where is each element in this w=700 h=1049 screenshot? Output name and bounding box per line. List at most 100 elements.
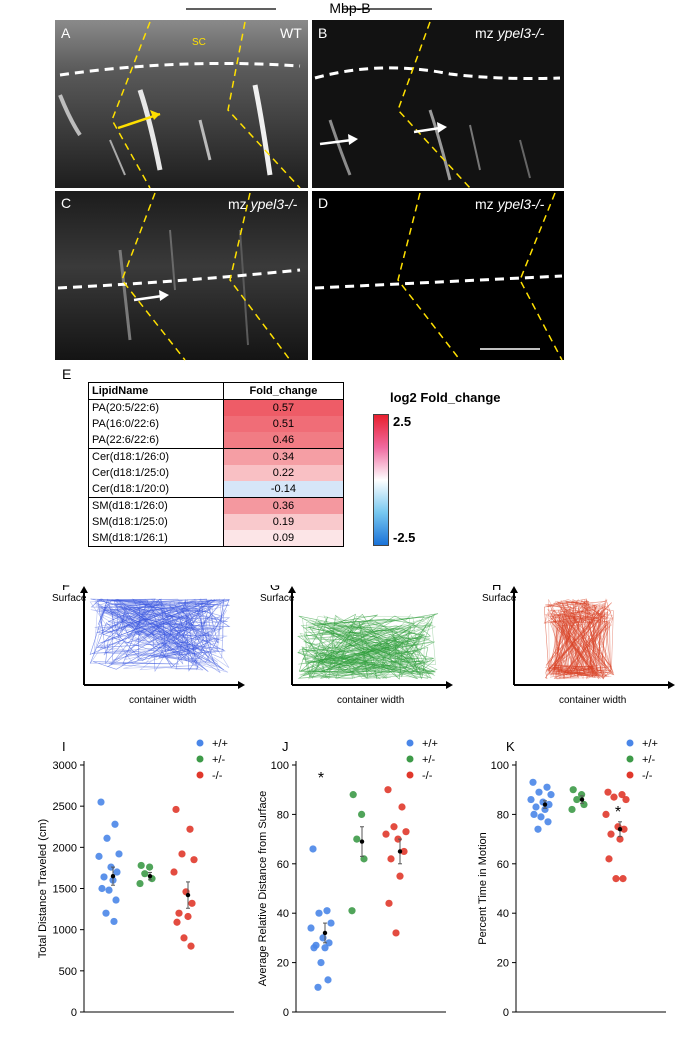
swim-trace-path <box>543 600 613 676</box>
y-tick-label: 1000 <box>53 925 77 937</box>
data-point <box>348 907 356 915</box>
lipid-name-cell: SM(d18:1/26:0) <box>88 497 224 514</box>
data-point <box>544 818 552 826</box>
data-point <box>136 879 144 888</box>
y-tick-label: 20 <box>277 958 289 970</box>
panel-letter-k: K <box>506 739 515 754</box>
lipid-name-cell: SM(d18:1/25:0) <box>88 514 224 530</box>
fold-change-cell: 0.22 <box>222 465 345 481</box>
panel-letter-f: F <box>62 585 70 593</box>
data-point <box>309 845 317 853</box>
y-tick-label: 500 <box>59 966 77 978</box>
sc-annotation: SC <box>192 37 206 48</box>
fold-change-cell: -0.14 <box>222 481 345 498</box>
panel-title-b: mz ypel3-/- <box>475 25 545 41</box>
mean-marker <box>579 797 585 802</box>
lipid-name-cell: Cer(d18:1/20:0) <box>88 481 224 498</box>
data-point <box>535 788 543 796</box>
mean-marker <box>542 802 548 807</box>
data-point <box>315 909 323 917</box>
data-point <box>392 929 400 937</box>
data-point <box>178 850 186 858</box>
panel-letter-c: C <box>61 195 72 211</box>
y-tick-label: 2500 <box>53 801 77 813</box>
panel-c-image <box>55 191 308 361</box>
legend-swatch <box>626 771 634 779</box>
swim-trace-path <box>91 598 228 674</box>
heatmap-row: SM(d18:1/26:0) 0.36 <box>88 497 345 514</box>
heatmap-row: PA(22:6/22:6) 0.46 <box>88 432 345 449</box>
data-point <box>545 800 553 809</box>
lipid-heatmap-table: LipidName Fold_change PA(20:5/22:6) 0.57 P… <box>88 382 345 547</box>
panel-letter-e: E <box>62 366 72 382</box>
data-point <box>402 828 410 836</box>
data-point <box>569 786 577 794</box>
heatmap-row: Cer(d18:1/20:0) -0.14 <box>88 481 345 498</box>
heatmap-row: PA(16:0/22:6) 0.51 <box>88 416 345 432</box>
data-point <box>325 939 333 947</box>
data-point <box>141 870 149 878</box>
fold-change-cell: 0.46 <box>222 432 345 449</box>
data-point <box>97 798 105 806</box>
trace-y-axis-arrow <box>80 586 88 593</box>
data-point <box>180 934 188 942</box>
data-point <box>105 886 113 894</box>
mean-marker <box>617 827 623 832</box>
panel-a-image <box>55 20 308 189</box>
data-point <box>400 847 408 856</box>
data-point <box>310 944 318 952</box>
data-point <box>398 803 406 811</box>
trace-y-axis-arrow <box>510 586 518 593</box>
fold-change-cell: 0.57 <box>222 399 345 416</box>
lipid-name-cell: PA(16:0/22:6) <box>88 416 224 432</box>
data-point <box>602 810 610 818</box>
data-point <box>172 805 180 814</box>
legend-swatch <box>196 755 204 763</box>
data-point <box>619 875 627 883</box>
fold-change-cell: 0.51 <box>222 416 345 432</box>
panel-letter-d: D <box>318 195 329 211</box>
swim-trace-path <box>97 598 231 658</box>
data-point <box>323 907 331 915</box>
y-tick-label: 40 <box>277 908 289 920</box>
legend-swatch <box>196 739 204 747</box>
data-point <box>324 976 332 984</box>
heatmap-row: Cer(d18:1/26:0) 0.34 <box>88 448 345 465</box>
heatmap-header-row: LipidName Fold_change <box>88 382 345 400</box>
data-point <box>530 810 538 818</box>
trace-x-axis-arrow <box>446 681 453 689</box>
y-tick-label: 20 <box>497 958 509 970</box>
panel-d-image <box>312 191 564 361</box>
legend-label: +/- <box>422 754 435 766</box>
data-point <box>100 873 108 881</box>
data-point <box>327 919 335 927</box>
panel-letter-a: A <box>61 25 71 41</box>
legend-label: +/+ <box>212 738 228 750</box>
data-point <box>95 852 103 860</box>
y-tick-label: 3000 <box>53 760 77 772</box>
legend-swatch <box>406 755 414 763</box>
data-point <box>188 899 196 907</box>
data-point <box>349 791 357 799</box>
data-point <box>616 835 624 843</box>
legend-label: +/+ <box>422 738 438 750</box>
trace-y-axis-label: Surface <box>482 593 517 604</box>
legend-swatch <box>196 771 204 779</box>
data-point <box>314 983 322 991</box>
data-point <box>532 803 540 811</box>
data-point <box>618 791 626 799</box>
y-tick-label: 80 <box>277 809 289 821</box>
data-point <box>190 856 198 864</box>
legend-label: -/- <box>642 770 653 782</box>
swim-trace-path <box>302 616 434 677</box>
legend-label: +/- <box>642 754 655 766</box>
data-point <box>382 830 390 838</box>
microscopy-figure <box>55 8 564 361</box>
swim-trace-path <box>96 599 225 668</box>
swim-trace-path <box>90 598 224 671</box>
y-tick-label: 1500 <box>53 884 77 896</box>
data-point <box>307 924 315 932</box>
data-point <box>173 918 181 926</box>
data-point <box>568 805 576 814</box>
swim-trace-path <box>545 601 612 680</box>
